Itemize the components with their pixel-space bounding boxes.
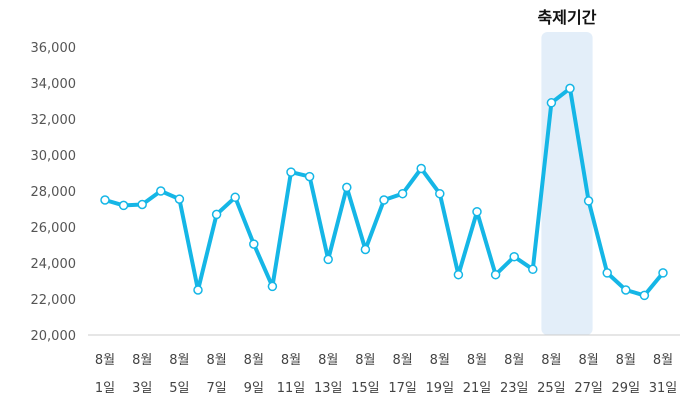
data-point <box>435 188 445 199</box>
data-points <box>100 83 668 301</box>
data-point <box>397 188 408 199</box>
y-tick-label: 26,000 <box>31 221 77 236</box>
data-point <box>174 194 185 204</box>
x-tick-label: 8월 21일 <box>463 353 492 396</box>
x-tick-label: 8월 1일 <box>95 353 115 396</box>
data-point <box>565 83 575 94</box>
y-tick-label: 30,000 <box>31 149 77 164</box>
x-axis: 8월 1일 8월 3일 8월 5일 8월 7일 8월 9일 8월 11일 8월 13일 8월 15일 8월 17일… <box>95 353 677 396</box>
data-point <box>379 195 389 205</box>
data-point <box>156 186 166 196</box>
x-tick-label: 8월 31일 <box>649 353 678 396</box>
x-tick-label: 8월 11일 <box>277 353 306 396</box>
y-tick-label: 24,000 <box>31 257 77 272</box>
data-point <box>230 192 240 203</box>
data-point <box>416 163 426 174</box>
y-tick-label: 20,000 <box>31 329 77 344</box>
x-tick-label: 8월 25일 <box>537 353 566 396</box>
data-point <box>621 285 631 295</box>
x-tick-label: 8월 5일 <box>169 353 189 396</box>
x-tick-label: 8월 27일 <box>574 353 603 396</box>
data-point <box>323 254 333 265</box>
data-point <box>267 281 278 292</box>
data-point <box>602 268 612 278</box>
x-tick-label: 8월 19일 <box>426 353 455 396</box>
y-tick-label: 34,000 <box>31 77 77 92</box>
x-tick-label: 8월 13일 <box>314 353 343 396</box>
data-point <box>100 195 110 205</box>
data-point <box>304 171 315 182</box>
x-tick-label: 8월 29일 <box>612 353 641 396</box>
data-point <box>490 269 501 280</box>
y-tick-label: 32,000 <box>31 113 77 128</box>
y-tick-label: 36,000 <box>31 41 77 56</box>
y-axis: 36,000 34,000 32,000 30,000 28,000 26,000 24,0… <box>31 41 77 344</box>
data-point <box>137 199 147 210</box>
data-point <box>658 268 668 278</box>
data-point <box>509 251 519 262</box>
x-tick-label: 8월 23일 <box>500 353 529 396</box>
y-tick-label: 22,000 <box>31 293 77 308</box>
x-tick-label: 8월 17일 <box>388 353 417 396</box>
data-point <box>211 209 222 220</box>
data-point <box>360 244 371 255</box>
x-tick-label: 8월 7일 <box>206 353 226 396</box>
y-tick-label: 28,000 <box>31 185 77 200</box>
data-point <box>286 167 296 177</box>
data-point <box>583 196 594 206</box>
data-point <box>118 200 129 211</box>
x-tick-label: 8월 3일 <box>132 353 152 396</box>
data-point <box>342 182 352 193</box>
festival-period-band <box>541 32 593 335</box>
data-point <box>453 269 464 280</box>
data-point <box>528 264 538 275</box>
x-tick-label: 8월 9일 <box>244 353 264 396</box>
data-point <box>249 239 259 249</box>
data-point <box>193 285 203 295</box>
data-point <box>639 290 650 301</box>
data-point <box>546 98 557 108</box>
festival-period-label: 축제기간 <box>538 8 597 27</box>
x-tick-label: 8월 15일 <box>351 353 380 396</box>
data-point <box>472 206 482 217</box>
